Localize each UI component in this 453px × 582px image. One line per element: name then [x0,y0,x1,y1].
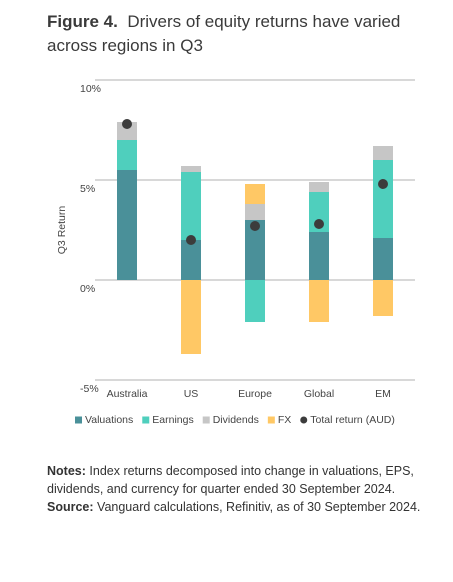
bar-segment [245,280,265,322]
bar-segment [373,280,393,316]
bar-segment [245,204,265,220]
legend-label: Total return (AUD) [310,414,395,426]
bar-segment [309,182,329,192]
bar-segment [181,280,201,354]
y-tick-label: 0% [80,283,95,295]
title: Figure 4. Drivers of equity returns have… [47,10,437,58]
legend-swatch [142,416,150,424]
bar-segment [373,146,393,160]
source-label: Source: [47,500,94,514]
total-dot [122,119,132,129]
bar-segment [181,240,201,280]
y-tick-label: 10% [80,83,101,95]
bar-segment [309,232,329,280]
x-tick-label: US [184,388,199,400]
legend-swatch [267,416,275,424]
legend-label: Dividends [213,414,259,426]
legend-label: Earnings [152,414,193,426]
total-dot [186,235,196,245]
y-axis-label: Q3 Return [56,206,68,255]
title-label: Figure 4. [47,12,118,31]
legend-label: FX [278,414,291,426]
x-tick-label: Australia [107,388,148,400]
bar-segment [117,170,137,280]
total-dot [250,221,260,231]
notes-block: Notes: Index returns decomposed into cha… [47,462,447,498]
y-tick-label: -5% [80,383,99,395]
y-tick-label: 5% [80,183,95,195]
notes-label: Notes: [47,464,86,478]
total-dot [314,219,324,229]
legend-label: Valuations [85,414,133,426]
notes-text: Index returns decomposed into change in … [47,464,414,496]
x-tick-label: Europe [238,388,272,400]
bar-segment [373,238,393,280]
bar-segment [181,166,201,172]
bar-segment [117,122,137,140]
bar-segment [181,172,201,240]
legend-swatch [202,416,210,424]
title-text: Drivers of equity returns have varied ac… [47,12,401,55]
bar-segment [309,280,329,322]
notes: Notes: Index returns decomposed into cha… [47,462,447,516]
bar-segment [245,220,265,280]
legend-swatch [300,416,308,424]
bar-segment [309,192,329,232]
x-tick-label: Global [304,388,334,400]
legend-swatch [75,416,82,424]
total-dot [378,179,388,189]
bar-segment [117,140,137,170]
x-tick-label: EM [375,388,391,400]
source-text: Vanguard calculations, Refinitiv, as of … [97,500,421,514]
bar-segment [373,160,393,238]
bar-segment [245,184,265,204]
source-block: Source: Vanguard calculations, Refinitiv… [47,498,447,516]
